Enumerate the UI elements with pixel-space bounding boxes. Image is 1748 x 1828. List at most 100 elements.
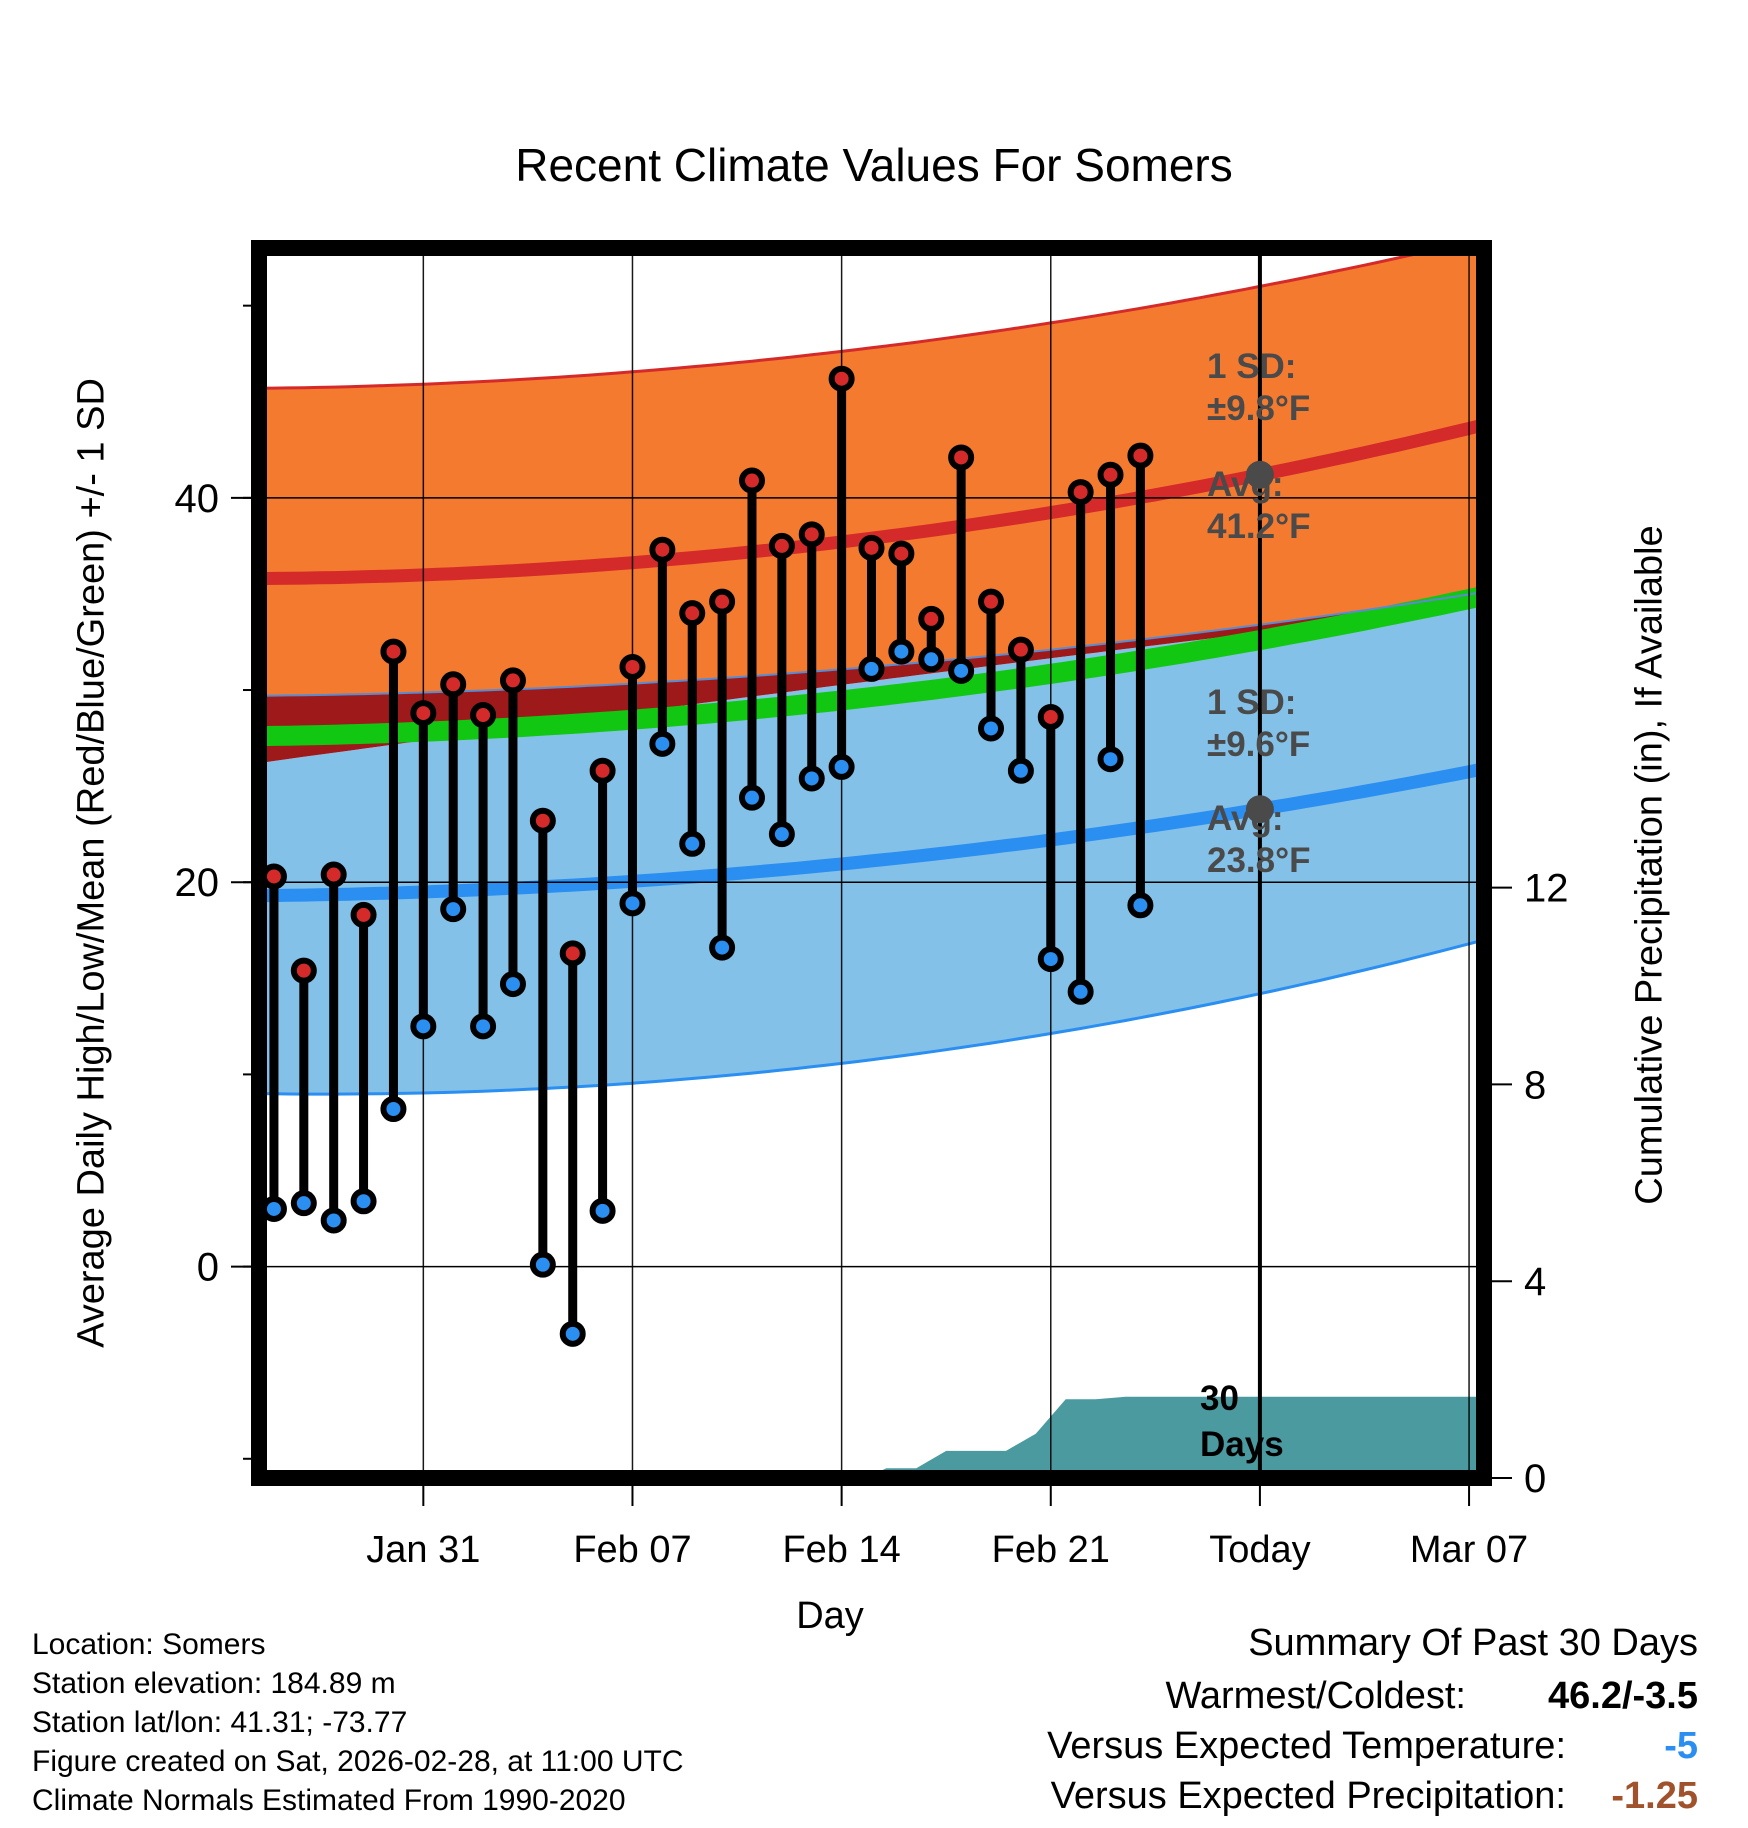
y-tick-label: 20: [175, 861, 220, 905]
low-lower-line: [259, 938, 1484, 1096]
high-point: [619, 653, 646, 680]
high-point: [1097, 461, 1124, 488]
high-point: [589, 757, 616, 784]
low-sd-label: 1 SD: ±9.6°F: [1207, 683, 1311, 764]
low-point: [410, 1013, 437, 1040]
low-point: [1007, 757, 1034, 784]
high-point: [649, 536, 676, 563]
high-sd-label: 1 SD: ±9.8°F: [1207, 347, 1311, 428]
precipitation-area: [865, 1396, 1484, 1478]
summary-heading: Summary Of Past 30 Days: [1248, 1622, 1698, 1664]
low-point: [499, 971, 526, 998]
low-point: [290, 1190, 317, 1217]
low-point: [828, 753, 855, 780]
axis-ticks: 0 20 40 0 4 8 12 Jan 31 Feb 07 Feb 14 Feb 21 Today M…: [175, 304, 1569, 1571]
high-point: [1127, 442, 1154, 469]
low-point: [1127, 892, 1154, 919]
high-point: [828, 365, 855, 392]
high-point: [918, 605, 945, 632]
summary-precip-label: Versus Expected Precipitation:: [1050, 1775, 1566, 1817]
precip-period-label: 30 Days: [1200, 1379, 1284, 1464]
high-point: [290, 957, 317, 984]
x-tick-label: Today: [1209, 1529, 1310, 1571]
low-point: [978, 715, 1005, 742]
y-right-tick-label: 12: [1524, 867, 1569, 911]
high-point: [529, 807, 556, 834]
mean-normal-line: [259, 586, 1484, 747]
low-point: [380, 1096, 407, 1122]
x-axis-label: Day: [796, 1595, 864, 1637]
y-axis-right-label: Cumulative Precipitation (in), If Availa…: [1628, 525, 1671, 1205]
low-point: [918, 646, 945, 673]
high-point: [499, 667, 526, 694]
footer-info: Location: Somers Station elevation: 184.…: [32, 1625, 684, 1820]
high-point: [1067, 479, 1094, 506]
low-point: [649, 730, 676, 757]
high-point: [768, 532, 795, 559]
summary-warm-cold-value: 46.2/-3.5: [1548, 1675, 1698, 1717]
precip-area: [865, 1396, 1484, 1478]
low-point: [1097, 746, 1124, 773]
low-point: [858, 655, 885, 682]
y-right-tick-label: 8: [1524, 1063, 1546, 1107]
low-point: [1037, 946, 1064, 973]
today-high-avg-dot: [1245, 460, 1274, 489]
high-point: [1037, 703, 1064, 730]
high-point: [948, 444, 975, 471]
low-point: [320, 1207, 347, 1234]
low-point: [738, 784, 765, 811]
x-tick-label: Mar 07: [1410, 1529, 1528, 1571]
low-point: [559, 1320, 586, 1347]
y-right-tick-label: 4: [1524, 1260, 1546, 1304]
high-point: [679, 600, 706, 627]
high-point: [978, 588, 1005, 615]
summary-temp-value: -5: [1664, 1725, 1698, 1767]
y-tick-label: 40: [175, 477, 220, 521]
y-axis-left-label: Average Daily High/Low/Mean (Red/Blue/Gr…: [70, 378, 113, 1348]
x-tick-label: Feb 21: [992, 1529, 1110, 1571]
high-sd-band: [259, 248, 1484, 696]
high-point: [410, 700, 437, 727]
y-tick-label: 0: [197, 1246, 219, 1290]
low-point: [589, 1197, 616, 1224]
high-point: [320, 861, 347, 888]
footer-normals: Climate Normals Estimated From 1990-2020: [32, 1784, 626, 1817]
y-right-tick-label: 0: [1524, 1457, 1546, 1501]
high-upper-line: [259, 248, 1450, 390]
footer-location: Location: Somers: [32, 1628, 266, 1661]
high-point: [888, 540, 915, 567]
footer-created: Figure created on Sat, 2026-02-28, at 11…: [32, 1745, 684, 1778]
low-point: [1067, 978, 1094, 1005]
low-point: [888, 638, 915, 665]
chart-title: Recent Climate Values For Somers: [515, 139, 1233, 191]
low-point: [619, 890, 646, 917]
low-point: [768, 821, 795, 848]
high-point: [709, 588, 736, 615]
high-point: [858, 534, 885, 561]
footer-latlon: Station lat/lon: 41.31; -73.77: [32, 1706, 408, 1739]
high-point: [798, 521, 825, 548]
low-point: [470, 1013, 497, 1040]
low-mean-line: [259, 762, 1484, 903]
summary-temp-label: Versus Expected Temperature:: [1047, 1725, 1566, 1767]
daily-marks: [260, 365, 1154, 1347]
high-point: [559, 940, 586, 967]
high-point: [1007, 636, 1034, 663]
high-point: [380, 638, 407, 665]
x-tick-label: Feb 14: [782, 1529, 900, 1571]
low-avg-label: Avg: 23.8°F: [1207, 799, 1311, 880]
today-low-avg-dot: [1245, 795, 1274, 824]
low-point: [948, 657, 975, 684]
low-point: [679, 830, 706, 857]
today-line: [1245, 248, 1274, 1478]
high-point: [738, 467, 765, 494]
footer-elevation: Station elevation: 184.89 m: [32, 1667, 396, 1700]
plot-frame: [251, 240, 1492, 1486]
low-point: [529, 1251, 556, 1278]
high-point: [350, 901, 377, 928]
high-point: [470, 702, 497, 729]
x-tick-label: Feb 07: [573, 1529, 691, 1571]
high-point: [440, 671, 467, 698]
summary-precip-value: -1.25: [1611, 1775, 1698, 1817]
